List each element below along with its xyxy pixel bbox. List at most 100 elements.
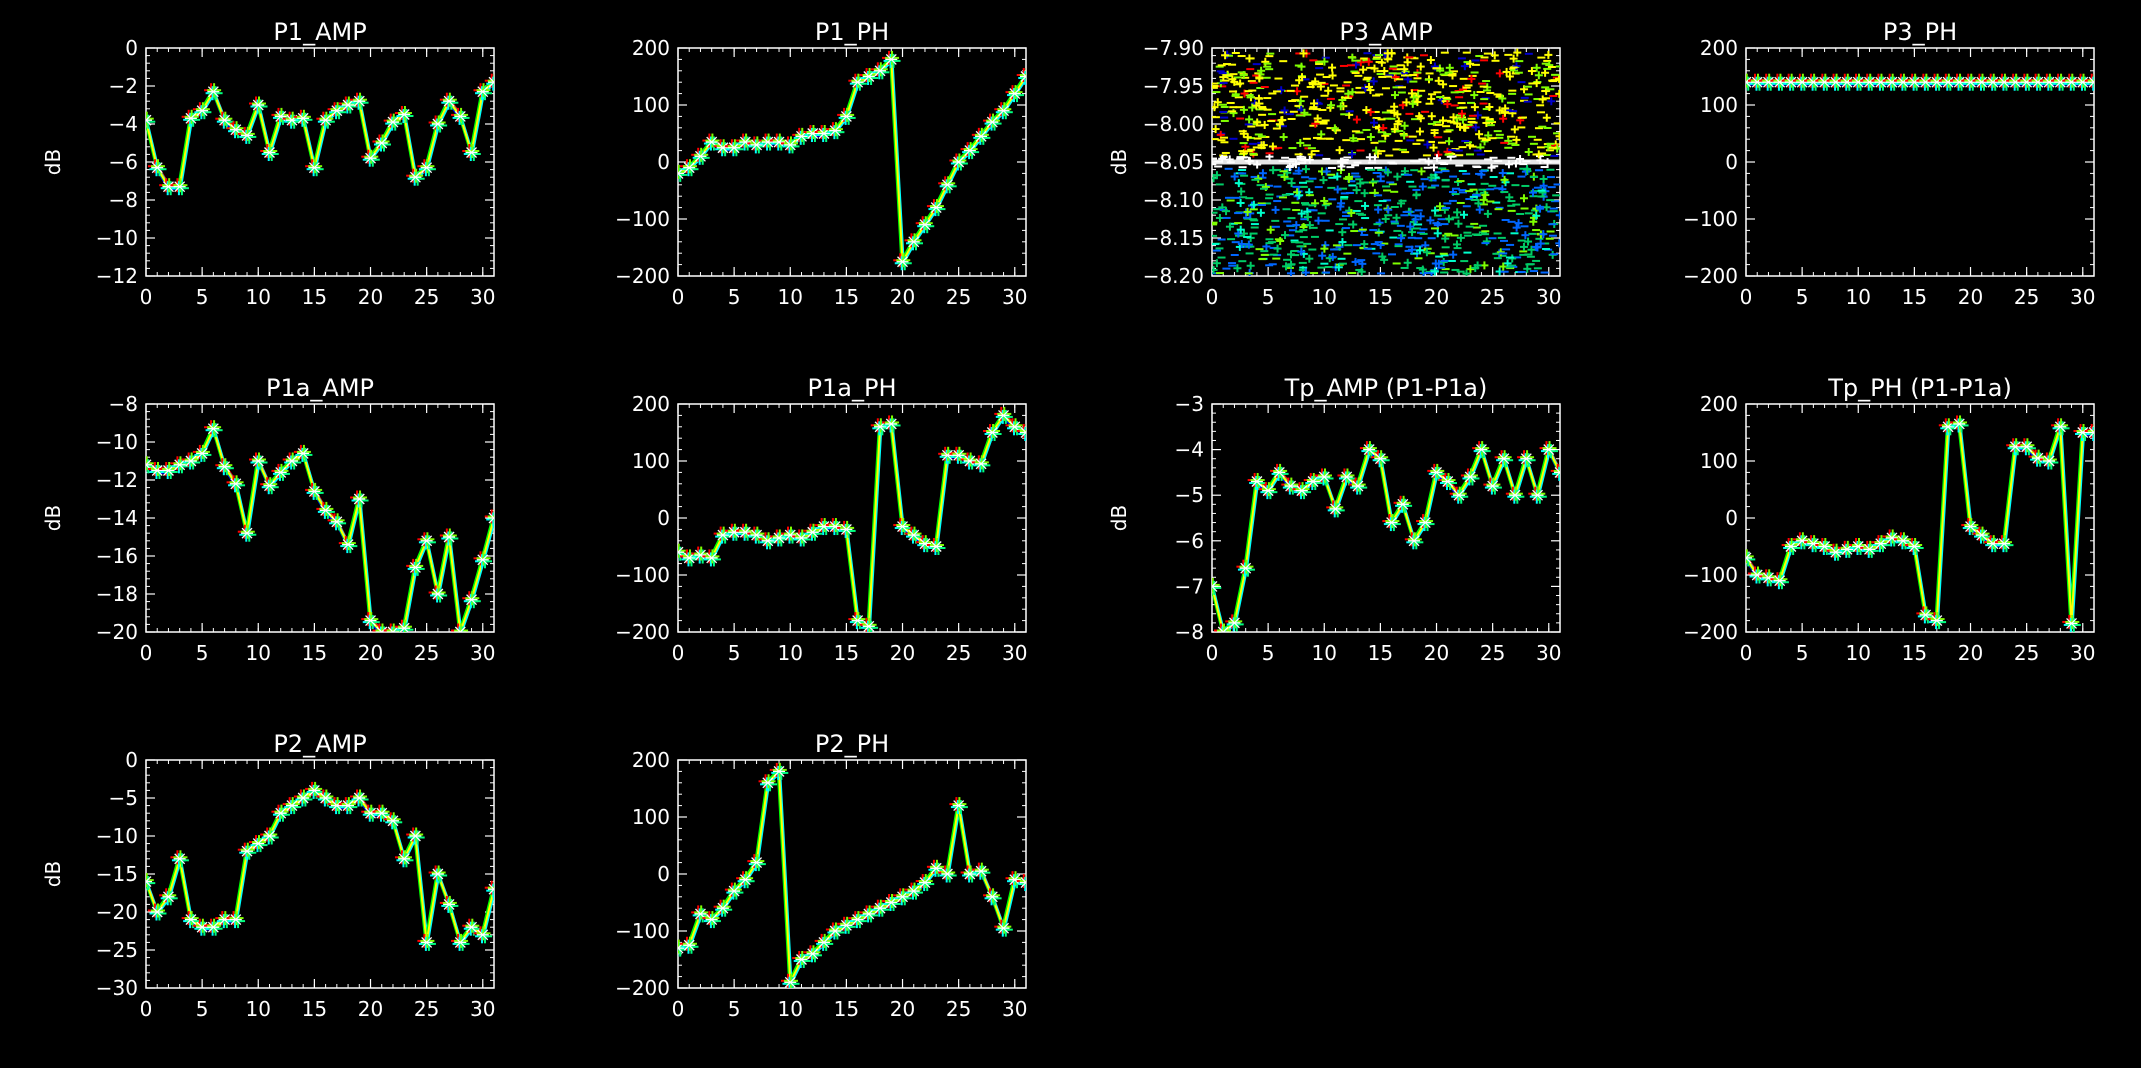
- data-point: [260, 477, 279, 495]
- data-point: [1337, 468, 1356, 486]
- y-tick-label: 0: [657, 150, 670, 174]
- data-point: [1315, 468, 1334, 486]
- y-tick-label: −200: [1683, 264, 1738, 288]
- data-point: [462, 918, 481, 936]
- data-point: [1281, 477, 1300, 495]
- y-tick-label: 0: [125, 748, 138, 772]
- data-point: [192, 102, 212, 120]
- data-point: [747, 526, 766, 544]
- y-tick-label: −7.90: [1143, 36, 1204, 60]
- y-tick-label: −7: [1175, 574, 1204, 598]
- y-tick-label: −200: [1683, 620, 1738, 644]
- data-point: [428, 115, 448, 133]
- panel-5: P1a_PH 0 5 10 15 20 25 30 −200 −100 0 100 200: [615, 374, 1027, 665]
- x-tick-label: 15: [1368, 641, 1393, 665]
- x-tick-label: 5: [728, 285, 741, 309]
- data-point: [2006, 438, 2025, 456]
- x-tick-label: 30: [1536, 641, 1561, 665]
- data-point: [226, 475, 246, 493]
- data-point: [1950, 415, 1969, 433]
- data-point: [451, 933, 470, 951]
- panel-4: P1a_AMP dB 0 5 10 15 20 25 30 −20 −18 −16 −14 −12 −10 −…: [41, 374, 496, 665]
- data-point: [1460, 468, 1480, 486]
- data-point: [859, 905, 879, 923]
- data-point: [327, 102, 347, 120]
- y-tick-label: −30: [96, 976, 138, 1000]
- data-point: [882, 415, 901, 433]
- y-tick-label: −15: [96, 862, 138, 886]
- data-point: [713, 139, 733, 157]
- y-tick-label: 200: [1700, 36, 1738, 60]
- x-tick-label: 30: [1002, 997, 1027, 1021]
- data-point: [1016, 68, 1026, 85]
- x-tick-label: 20: [358, 641, 383, 665]
- x-tick-label: 5: [1796, 285, 1809, 309]
- data-point: [1416, 514, 1435, 532]
- y-axis-label: dB: [41, 505, 65, 531]
- y-tick-label: 100: [1700, 449, 1738, 473]
- series-line: [678, 57, 1026, 266]
- y-tick-label: −8.20: [1143, 264, 1204, 288]
- data-point: [848, 612, 867, 630]
- data-point: [870, 899, 890, 917]
- data-point: [170, 850, 189, 868]
- y-tick-label: −8.05: [1143, 150, 1204, 174]
- y-tick-label: 200: [632, 392, 670, 416]
- data-point: [451, 107, 470, 125]
- data-point: [181, 911, 201, 929]
- data-point: [1770, 572, 1789, 590]
- x-tick-label: 15: [1902, 641, 1927, 665]
- data-point: [814, 933, 834, 951]
- data-layer: [678, 50, 1026, 271]
- data-point: [1871, 535, 1890, 553]
- data-point: [293, 109, 313, 127]
- data-point: [484, 509, 494, 527]
- y-tick-label: −100: [1683, 207, 1738, 231]
- x-tick-label: 15: [1902, 285, 1927, 309]
- x-tick-label: 5: [728, 997, 741, 1021]
- x-tick-label: 0: [1206, 641, 1219, 665]
- data-point: [350, 789, 369, 807]
- panel-title: P3_PH: [1883, 18, 1957, 46]
- data-point: [1270, 463, 1289, 481]
- y-tick-label: −8.15: [1143, 226, 1204, 250]
- x-tick-label: 10: [1846, 285, 1871, 309]
- data-point: [237, 842, 257, 860]
- data-point: [394, 619, 414, 632]
- data-point: [1393, 495, 1413, 513]
- x-tick-label: 20: [890, 641, 915, 665]
- data-point: [271, 463, 290, 481]
- y-tick-label: −100: [615, 207, 670, 231]
- data-point: [736, 871, 755, 889]
- y-tick-label: −6: [1175, 529, 1204, 553]
- data-point: [159, 462, 178, 479]
- data-point: [758, 774, 778, 792]
- y-tick-label: −4: [1175, 438, 1204, 462]
- x-tick-label: 5: [1796, 641, 1809, 665]
- data-point: [769, 529, 789, 547]
- x-tick-label: 10: [246, 641, 271, 665]
- data-point: [769, 762, 789, 780]
- data-point: [691, 147, 710, 165]
- x-tick-label: 20: [890, 997, 915, 1021]
- data-point: [994, 102, 1013, 120]
- data-point: [249, 452, 268, 470]
- x-tick-label: 15: [302, 997, 327, 1021]
- x-tick-label: 5: [728, 641, 741, 665]
- data-point: [2039, 452, 2059, 470]
- x-tick-label: 5: [196, 641, 209, 665]
- x-tick-label: 10: [778, 997, 803, 1021]
- data-point: [350, 490, 369, 508]
- data-point: [204, 918, 223, 936]
- plot-frame: [1211, 403, 1561, 633]
- panel-title: Tp_AMP (P1-P1a): [1284, 374, 1488, 402]
- data-point: [747, 854, 766, 872]
- data-point: [159, 888, 178, 906]
- y-tick-label: −25: [96, 938, 138, 962]
- data-point: [146, 873, 156, 891]
- x-tick-label: 20: [1958, 641, 1983, 665]
- data-point: [2051, 418, 2070, 436]
- x-tick-label: 15: [834, 641, 859, 665]
- data-point: [383, 113, 403, 131]
